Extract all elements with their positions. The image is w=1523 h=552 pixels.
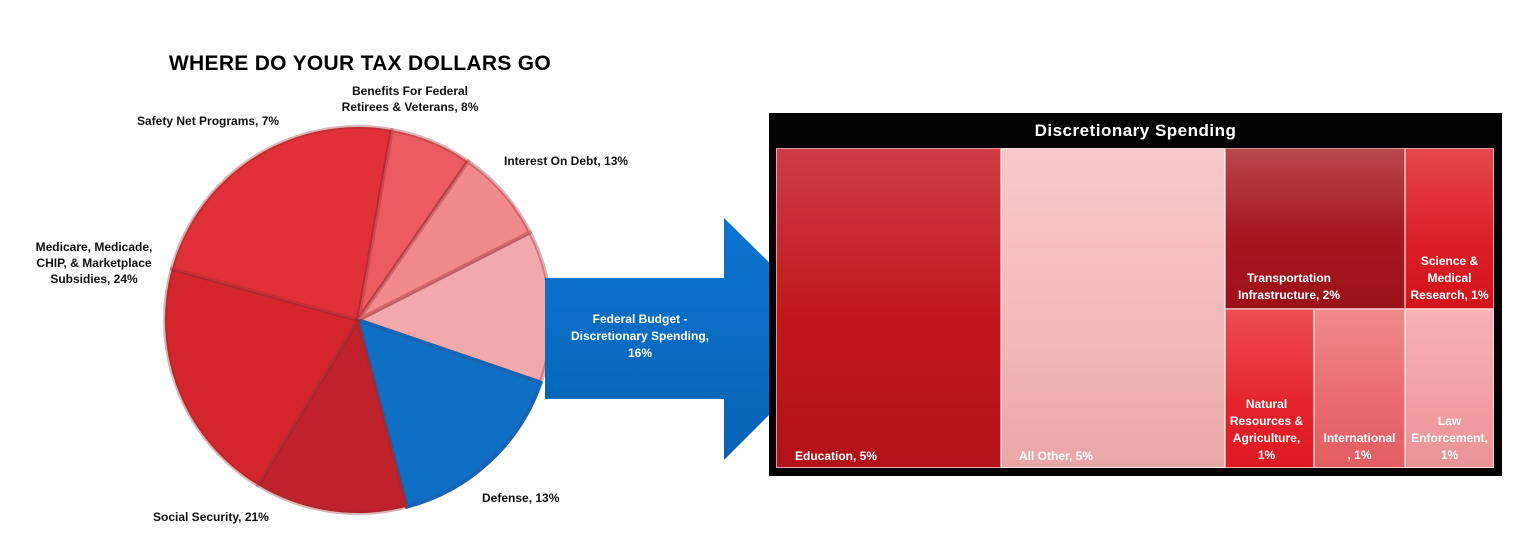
tile-label-transportation: Transportation Infrastructure, 2% xyxy=(1237,271,1341,302)
tile-education xyxy=(776,148,1001,468)
pie-slice-5 xyxy=(356,127,471,322)
label-medicare: Medicare, Medicade, CHIP, & Marketplace … xyxy=(35,240,153,286)
label-safety-net-programs: Safety Net Programs, 7% xyxy=(137,114,280,128)
arrow-label: Federal Budget - Discretionary Spending,… xyxy=(570,312,710,360)
pie-slice-2 xyxy=(255,318,409,515)
tile-natural-resources xyxy=(1225,309,1314,468)
tile-label-international: International , 1% xyxy=(1323,431,1396,462)
tile-label-all-other: All Other, 5% xyxy=(1019,449,1094,463)
label-interest-on-debt: Interest On Debt, 13% xyxy=(504,154,629,168)
pie-slice-1 xyxy=(356,318,543,509)
label-social-security: Social Security, 21% xyxy=(153,510,269,524)
pie-slice-6 xyxy=(356,159,532,322)
pie-slice-3 xyxy=(163,266,360,488)
pie-chart-title: WHERE DO YOUR TAX DOLLARS GO xyxy=(168,52,552,75)
tile-transportation xyxy=(1225,148,1405,309)
pie-slice-4 xyxy=(169,125,394,322)
label-benefits-federal-retirees: Benefits For Federal Retirees & Veterans… xyxy=(341,84,479,114)
tile-label-law-enforcement: Law Enforcement, 1% xyxy=(1411,414,1488,462)
tile-international xyxy=(1314,309,1405,468)
tile-label-natural-resources: Natural Resources & Agriculture, 1% xyxy=(1229,397,1304,462)
tile-label-education: Education, 5% xyxy=(795,449,878,463)
tile-science xyxy=(1405,148,1494,309)
label-defense: Defense, 13% xyxy=(482,491,560,505)
tile-label-science: Science & Medical Research, 1% xyxy=(1410,254,1489,302)
tile-law-enforcement xyxy=(1405,309,1494,468)
tile-all-other xyxy=(1001,148,1225,468)
treemap-title: Discretionary Spending xyxy=(1034,121,1237,140)
